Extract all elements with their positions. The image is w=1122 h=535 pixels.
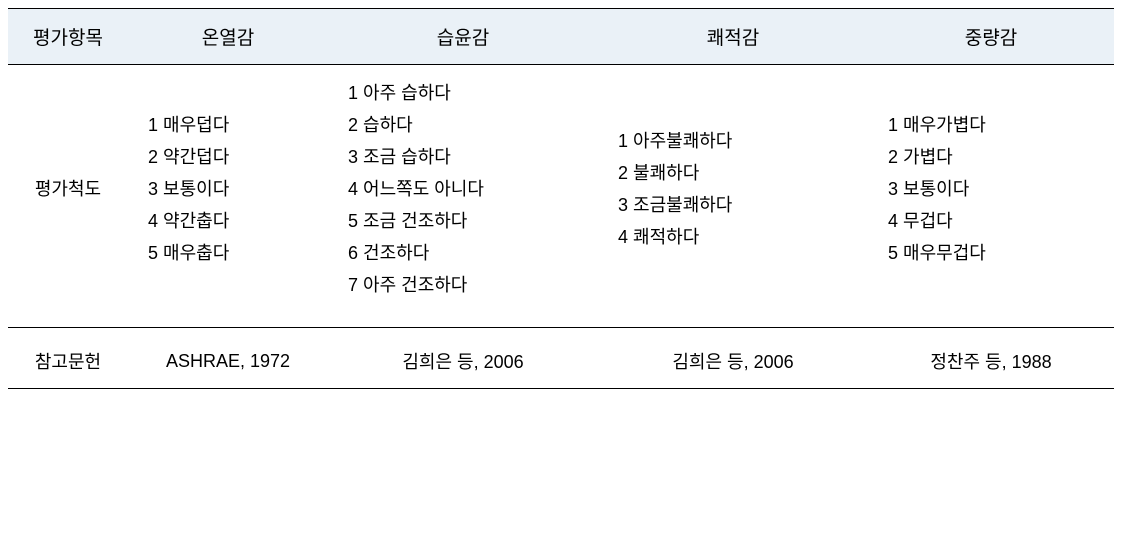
cell-comfort-scale: 1 아주불쾌하다 2 불쾌하다 3 조금불쾌하다 4 쾌적하다 bbox=[598, 65, 868, 328]
ref-thermal: ASHRAE, 1972 bbox=[128, 328, 328, 389]
humidity-scale-item: 2 습하다 bbox=[348, 111, 413, 137]
ref-weight: 정찬주 등, 1988 bbox=[868, 328, 1114, 389]
row-references: 참고문헌 ASHRAE, 1972 김희은 등, 2006 김희은 등, 200… bbox=[8, 328, 1114, 389]
thermal-scale-list: 1 매우덥다 2 약간덥다 3 보통이다 4 약간춥다 5 매우춥다 bbox=[136, 111, 320, 265]
weight-scale-item: 1 매우가볍다 bbox=[888, 111, 986, 137]
row-label-scale: 평가척도 bbox=[8, 65, 128, 328]
thermal-scale-item: 1 매우덥다 bbox=[148, 111, 229, 137]
header-humidity: 습윤감 bbox=[328, 9, 598, 65]
weight-scale-item: 5 매우무겁다 bbox=[888, 239, 986, 265]
cell-humidity-scale: 1 아주 습하다 2 습하다 3 조금 습하다 4 어느쪽도 아니다 5 조금 … bbox=[328, 65, 598, 328]
humidity-scale-item: 6 건조하다 bbox=[348, 239, 429, 265]
comfort-scale-list: 1 아주불쾌하다 2 불쾌하다 3 조금불쾌하다 4 쾌적하다 bbox=[606, 127, 860, 249]
humidity-scale-item: 4 어느쪽도 아니다 bbox=[348, 175, 484, 201]
thermal-scale-item: 4 약간춥다 bbox=[148, 207, 229, 233]
header-thermal: 온열감 bbox=[128, 9, 328, 65]
weight-scale-item: 4 무겁다 bbox=[888, 207, 953, 233]
evaluation-table-container: 평가항목 온열감 습윤감 쾌적감 중량감 평가척도 1 매우덥다 2 약간덥다 … bbox=[8, 8, 1114, 389]
thermal-scale-item: 3 보통이다 bbox=[148, 175, 229, 201]
header-weight: 중량감 bbox=[868, 9, 1114, 65]
humidity-scale-list: 1 아주 습하다 2 습하다 3 조금 습하다 4 어느쪽도 아니다 5 조금 … bbox=[336, 79, 590, 297]
weight-scale-item: 2 가볍다 bbox=[888, 143, 953, 169]
thermal-scale-item: 5 매우춥다 bbox=[148, 239, 229, 265]
row-label-reference: 참고문헌 bbox=[8, 328, 128, 389]
weight-scale-list: 1 매우가볍다 2 가볍다 3 보통이다 4 무겁다 5 매우무겁다 bbox=[876, 111, 1106, 265]
humidity-scale-item: 3 조금 습하다 bbox=[348, 143, 451, 169]
comfort-scale-item: 2 불쾌하다 bbox=[618, 159, 699, 185]
ref-humidity: 김희은 등, 2006 bbox=[328, 328, 598, 389]
row-evaluation-scale: 평가척도 1 매우덥다 2 약간덥다 3 보통이다 4 약간춥다 5 매우춥다 … bbox=[8, 65, 1114, 328]
comfort-scale-item: 4 쾌적하다 bbox=[618, 223, 699, 249]
cell-thermal-scale: 1 매우덥다 2 약간덥다 3 보통이다 4 약간춥다 5 매우춥다 bbox=[128, 65, 328, 328]
humidity-scale-item: 1 아주 습하다 bbox=[348, 79, 451, 105]
comfort-scale-item: 1 아주불쾌하다 bbox=[618, 127, 732, 153]
header-comfort: 쾌적감 bbox=[598, 9, 868, 65]
humidity-scale-item: 5 조금 건조하다 bbox=[348, 207, 467, 233]
weight-scale-item: 3 보통이다 bbox=[888, 175, 969, 201]
humidity-scale-item: 7 아주 건조하다 bbox=[348, 271, 467, 297]
thermal-scale-item: 2 약간덥다 bbox=[148, 143, 229, 169]
ref-comfort: 김희은 등, 2006 bbox=[598, 328, 868, 389]
table-header-row: 평가항목 온열감 습윤감 쾌적감 중량감 bbox=[8, 9, 1114, 65]
evaluation-table: 평가항목 온열감 습윤감 쾌적감 중량감 평가척도 1 매우덥다 2 약간덥다 … bbox=[8, 8, 1114, 389]
comfort-scale-item: 3 조금불쾌하다 bbox=[618, 191, 732, 217]
cell-weight-scale: 1 매우가볍다 2 가볍다 3 보통이다 4 무겁다 5 매우무겁다 bbox=[868, 65, 1114, 328]
header-evaluation-item: 평가항목 bbox=[8, 9, 128, 65]
